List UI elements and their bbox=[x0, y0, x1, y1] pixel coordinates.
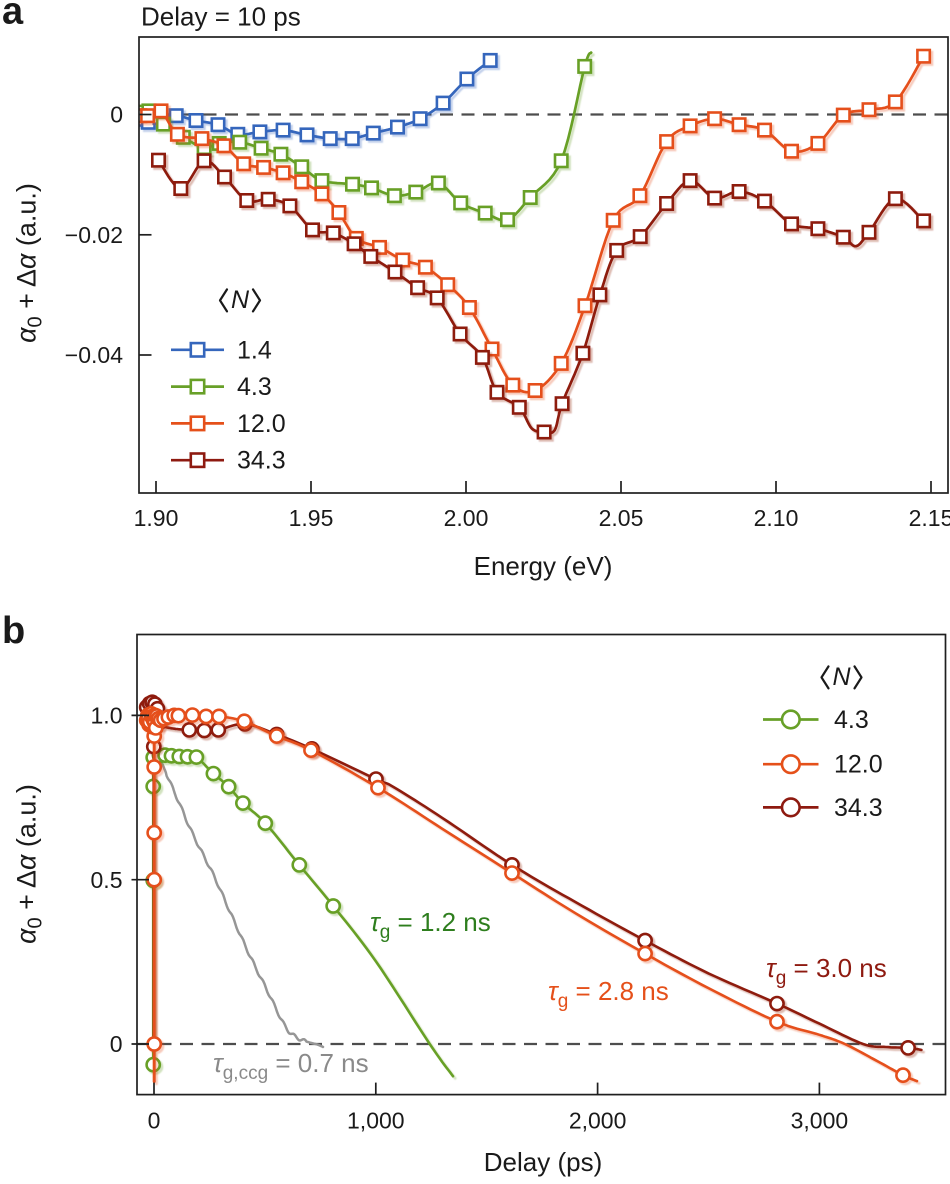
svg-text:12.0: 12.0 bbox=[834, 751, 883, 779]
svg-text:α0 + Δα (a.u.): α0 + Δα (a.u.) bbox=[12, 784, 47, 944]
svg-text:−0.04: −0.04 bbox=[65, 342, 123, 368]
svg-text:0: 0 bbox=[110, 1031, 123, 1057]
svg-text:4.3: 4.3 bbox=[237, 373, 272, 401]
svg-text:0.5: 0.5 bbox=[91, 867, 123, 893]
svg-text:1.95: 1.95 bbox=[289, 505, 334, 531]
svg-text:1.0: 1.0 bbox=[91, 703, 123, 729]
svg-text:0: 0 bbox=[110, 102, 123, 128]
svg-text:2.10: 2.10 bbox=[754, 505, 799, 531]
svg-text:2.05: 2.05 bbox=[599, 505, 644, 531]
svg-text:τg = 1.2 ns: τg = 1.2 ns bbox=[370, 907, 491, 943]
svg-text:34.3: 34.3 bbox=[834, 794, 883, 822]
svg-text:34.3: 34.3 bbox=[237, 447, 286, 475]
svg-text:−0.02: −0.02 bbox=[65, 222, 123, 248]
svg-text:1.90: 1.90 bbox=[134, 505, 179, 531]
svg-text:α0 + Δα (a.u.): α0 + Δα (a.u.) bbox=[12, 183, 47, 343]
svg-text:Energy (eV): Energy (eV) bbox=[474, 551, 613, 581]
svg-text:a: a bbox=[2, 0, 24, 33]
svg-text:1.4: 1.4 bbox=[237, 336, 272, 364]
svg-text:12.0: 12.0 bbox=[237, 410, 286, 438]
svg-text:1,000: 1,000 bbox=[347, 1108, 405, 1134]
svg-text:τg = 3.0 ns: τg = 3.0 ns bbox=[766, 953, 887, 989]
svg-text:b: b bbox=[2, 610, 25, 652]
svg-text:2,000: 2,000 bbox=[569, 1108, 627, 1134]
svg-text:4.3: 4.3 bbox=[834, 706, 869, 734]
svg-text:2.15: 2.15 bbox=[909, 505, 950, 531]
svg-text:Delay = 10 ps: Delay = 10 ps bbox=[141, 2, 301, 32]
svg-text:τg = 2.8 ns: τg = 2.8 ns bbox=[548, 976, 669, 1012]
svg-text:N: N bbox=[231, 286, 250, 314]
svg-text:N: N bbox=[832, 663, 851, 691]
svg-text:2.00: 2.00 bbox=[444, 505, 489, 531]
svg-text:τg,ccg = 0.7 ns: τg,ccg = 0.7 ns bbox=[213, 1048, 369, 1084]
svg-text:0: 0 bbox=[148, 1108, 161, 1134]
svg-text:Delay (ps): Delay (ps) bbox=[484, 1147, 602, 1177]
svg-text:3,000: 3,000 bbox=[791, 1108, 849, 1134]
